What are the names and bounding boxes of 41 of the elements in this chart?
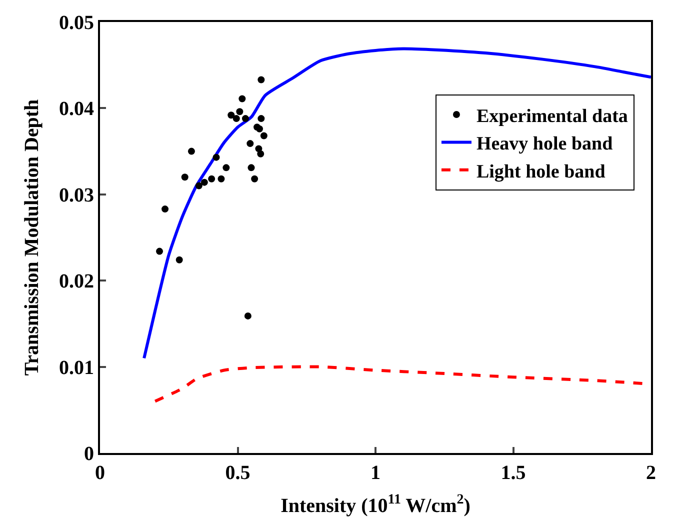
- line-series: [142, 47, 651, 360]
- y-tick-label: 0.02: [59, 270, 94, 293]
- point: [200, 178, 208, 186]
- y-tick-label: 0.01: [59, 356, 94, 379]
- point: [228, 112, 235, 119]
- point: [232, 115, 240, 122]
- point: [181, 174, 188, 181]
- point: [242, 115, 249, 122]
- legend-label: Experimental data: [476, 106, 628, 127]
- legend-label: Heavy hole band: [476, 134, 614, 155]
- point: [176, 256, 183, 264]
- point: [236, 108, 244, 116]
- point: [251, 175, 258, 182]
- point: [218, 175, 225, 182]
- point: [248, 164, 255, 172]
- y-tick-label: 0: [84, 443, 94, 465]
- point: [156, 248, 164, 255]
- point: [258, 76, 265, 84]
- y-tick-label: 0.03: [59, 184, 94, 206]
- point: [258, 115, 265, 122]
- x-tick-label: 0.5: [225, 462, 250, 484]
- x-tick-label: 1.5: [500, 462, 526, 484]
- point: [188, 148, 195, 155]
- point: [222, 164, 230, 172]
- y-axis-title: Transmission Modulation Depth: [21, 99, 43, 376]
- point: [208, 175, 216, 182]
- point: [257, 150, 264, 158]
- point: [238, 95, 246, 102]
- y-tick-label: 0.04: [59, 98, 94, 120]
- y-tick-label: 0.05: [59, 12, 94, 34]
- point: [162, 206, 169, 213]
- point: [212, 154, 220, 161]
- x-axis-title: Intensity (10$^{11}$ W/cm$^{2}$): [280, 492, 470, 517]
- legend-label: Light hole band: [476, 161, 606, 182]
- point: [256, 125, 264, 132]
- x-tick-label: 2: [646, 462, 656, 484]
- point: [195, 182, 202, 190]
- point: [260, 132, 268, 140]
- point: [246, 140, 254, 148]
- point: [244, 312, 252, 320]
- x-tick-label: 1: [370, 462, 380, 484]
